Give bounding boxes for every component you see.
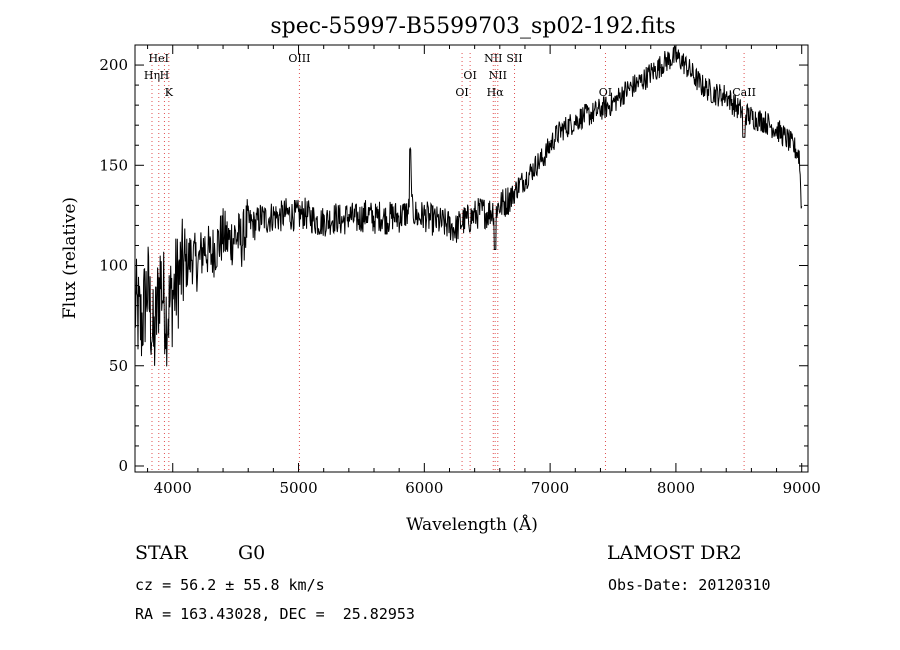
coordinates: RA = 163.43028, DEC = 25.82953 bbox=[135, 605, 415, 623]
object-class: STAR bbox=[135, 542, 188, 564]
observation-date: Obs-Date: 20120310 bbox=[608, 576, 771, 594]
y-tick-label: 100 bbox=[99, 257, 128, 275]
spectral-line-label: OI bbox=[455, 86, 468, 99]
spectral-line-label: HeI bbox=[149, 52, 169, 65]
spectral-line-label: K bbox=[165, 86, 174, 99]
y-tick-label: 150 bbox=[99, 156, 128, 174]
flux-line bbox=[134, 45, 803, 367]
spectral-line-label: OI bbox=[463, 69, 476, 82]
x-axis-label: Wavelength (Å) bbox=[406, 514, 538, 535]
y-tick-label: 0 bbox=[118, 457, 128, 475]
spectral-line-label: NII bbox=[484, 52, 502, 65]
object-subclass: G0 bbox=[238, 542, 266, 564]
spectral-line-label: H bbox=[160, 69, 170, 82]
spectral-line-label: OI bbox=[599, 86, 612, 99]
y-tick-label: 50 bbox=[109, 357, 128, 375]
x-tick-label: 7000 bbox=[531, 479, 569, 497]
y-tick-label: 200 bbox=[99, 56, 128, 74]
chart-title: spec-55997-B5599703_sp02-192.fits bbox=[270, 14, 675, 39]
x-tick-label: 4000 bbox=[154, 479, 192, 497]
spectral-line-label: CaII bbox=[732, 86, 756, 99]
flux-series bbox=[134, 45, 803, 367]
x-tick-label: 6000 bbox=[405, 479, 443, 497]
spectral-line-label: NII bbox=[489, 69, 507, 82]
x-tick-label: 5000 bbox=[279, 479, 317, 497]
redshift-velocity: cz = 56.2 ± 55.8 km/s bbox=[135, 576, 325, 594]
spectral-line-label: Hη bbox=[144, 69, 160, 82]
plot-frame: 4000 5000 6000 7000 8000 9000 0 50 100 150 200 bbox=[99, 44, 821, 497]
survey-name: LAMOST DR2 bbox=[607, 542, 742, 564]
spectral-line-label: SII bbox=[506, 52, 522, 65]
y-axis-label: Flux (relative) bbox=[60, 197, 80, 319]
spectral-line-label: Hα bbox=[487, 86, 505, 99]
spectral-line-markers: HeI Hη HK OIII OI OI NII NII Hα SII OI CaII bbox=[144, 52, 756, 472]
plot-border bbox=[134, 44, 809, 473]
x-tick-label: 9000 bbox=[783, 479, 821, 497]
x-tick-label: 8000 bbox=[657, 479, 695, 497]
spectral-line-label: OIII bbox=[288, 52, 310, 65]
